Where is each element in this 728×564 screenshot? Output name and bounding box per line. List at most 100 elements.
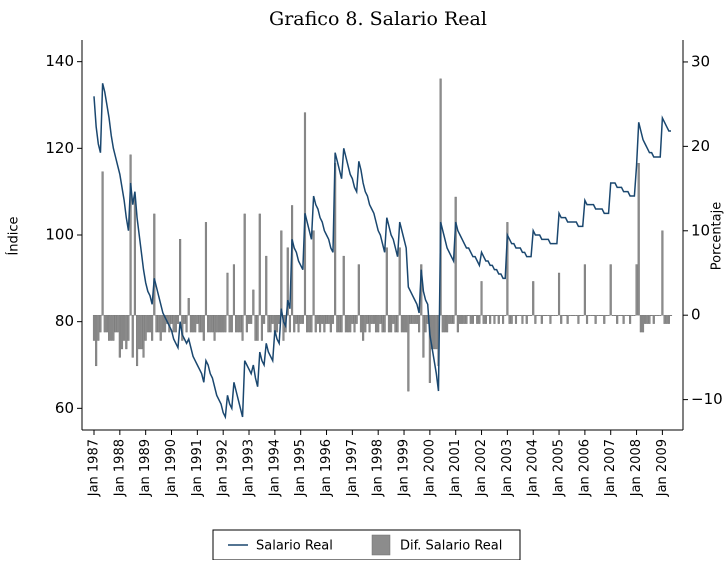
bar (217, 314, 220, 333)
bar (579, 314, 582, 316)
bar (512, 314, 515, 316)
y2-tick-label: 0 (691, 306, 701, 324)
bar (362, 314, 365, 341)
bar (504, 314, 507, 316)
legend-label: Dif. Salario Real (400, 539, 502, 554)
bar (185, 314, 188, 333)
bar (327, 314, 330, 324)
y-tick-label: 80 (55, 312, 74, 330)
x-tick-label: Jan 1993 (242, 439, 257, 497)
bar (138, 314, 141, 350)
bar (400, 314, 403, 333)
bar (282, 314, 285, 341)
x-tick-label: Jan 1990 (164, 439, 179, 497)
bar (353, 314, 356, 333)
bar (112, 314, 115, 341)
bar (129, 154, 132, 316)
bar (443, 314, 446, 333)
bar (200, 314, 203, 333)
bar (392, 314, 395, 324)
bar (603, 314, 606, 324)
bar (471, 314, 474, 324)
x-tick-label: Jan 2000 (422, 439, 437, 497)
bar (396, 314, 399, 333)
bar (607, 314, 610, 316)
x-tick-label: Jan 2005 (552, 439, 567, 497)
x-tick-label: Jan 1992 (216, 439, 231, 497)
bar (114, 314, 117, 333)
bar (103, 314, 106, 333)
bar (415, 314, 419, 324)
bar (461, 314, 464, 324)
bar (176, 314, 180, 324)
bar (232, 264, 236, 316)
bar (484, 314, 487, 324)
bar (598, 314, 602, 316)
bar (622, 314, 625, 324)
bar (153, 213, 156, 316)
bar (538, 314, 541, 316)
bar (588, 314, 591, 316)
bar (493, 314, 496, 324)
x-tick-label: Jan 1989 (138, 439, 153, 497)
bar (648, 314, 651, 324)
bar (476, 314, 479, 324)
bar (230, 314, 233, 333)
bar (441, 314, 444, 333)
y-axis-label: Índice (6, 216, 22, 255)
bar (611, 314, 614, 316)
bar (624, 314, 627, 316)
bar (521, 314, 524, 324)
bar (170, 314, 173, 324)
x-tick-label: Jan 2004 (526, 439, 541, 497)
x-tick-label: Jan 2008 (629, 439, 644, 497)
bar (295, 314, 298, 324)
bar (499, 314, 502, 316)
bar (144, 314, 147, 341)
bar (555, 314, 558, 316)
bar (454, 196, 457, 316)
bar (269, 314, 272, 333)
bar (502, 314, 505, 324)
bar (368, 314, 371, 333)
bar (629, 314, 632, 324)
bar (258, 213, 261, 316)
bar (207, 314, 210, 333)
bar (308, 314, 311, 333)
line (93, 83, 671, 420)
bar (669, 314, 673, 316)
bar (383, 314, 386, 333)
bar (428, 314, 431, 383)
bar (560, 314, 563, 324)
bar (151, 314, 154, 341)
bar (133, 196, 136, 316)
bar (409, 314, 412, 324)
y2-tick-label: −10 (691, 390, 723, 408)
x-tick-label: Jan 1997 (345, 439, 360, 497)
bar (306, 314, 309, 333)
x-tick-label: Jan 1994 (267, 439, 282, 497)
bar (536, 314, 539, 316)
bar (131, 314, 134, 358)
bar (336, 314, 339, 333)
bar (142, 314, 145, 358)
bar (275, 314, 279, 333)
bar (525, 314, 528, 324)
bar (644, 314, 647, 324)
bar (633, 314, 636, 316)
bar (616, 314, 619, 324)
bar (601, 314, 604, 316)
bar (355, 314, 358, 324)
bar (312, 230, 315, 316)
bar (424, 314, 427, 333)
bar (407, 314, 410, 392)
bar (405, 314, 408, 333)
bar (273, 314, 276, 333)
bar (209, 314, 212, 333)
bar (379, 314, 382, 324)
bar (256, 314, 259, 341)
x-tick-label: Jan 1995 (293, 439, 308, 497)
bar (189, 314, 192, 333)
bar (314, 314, 317, 333)
bar (411, 314, 414, 324)
